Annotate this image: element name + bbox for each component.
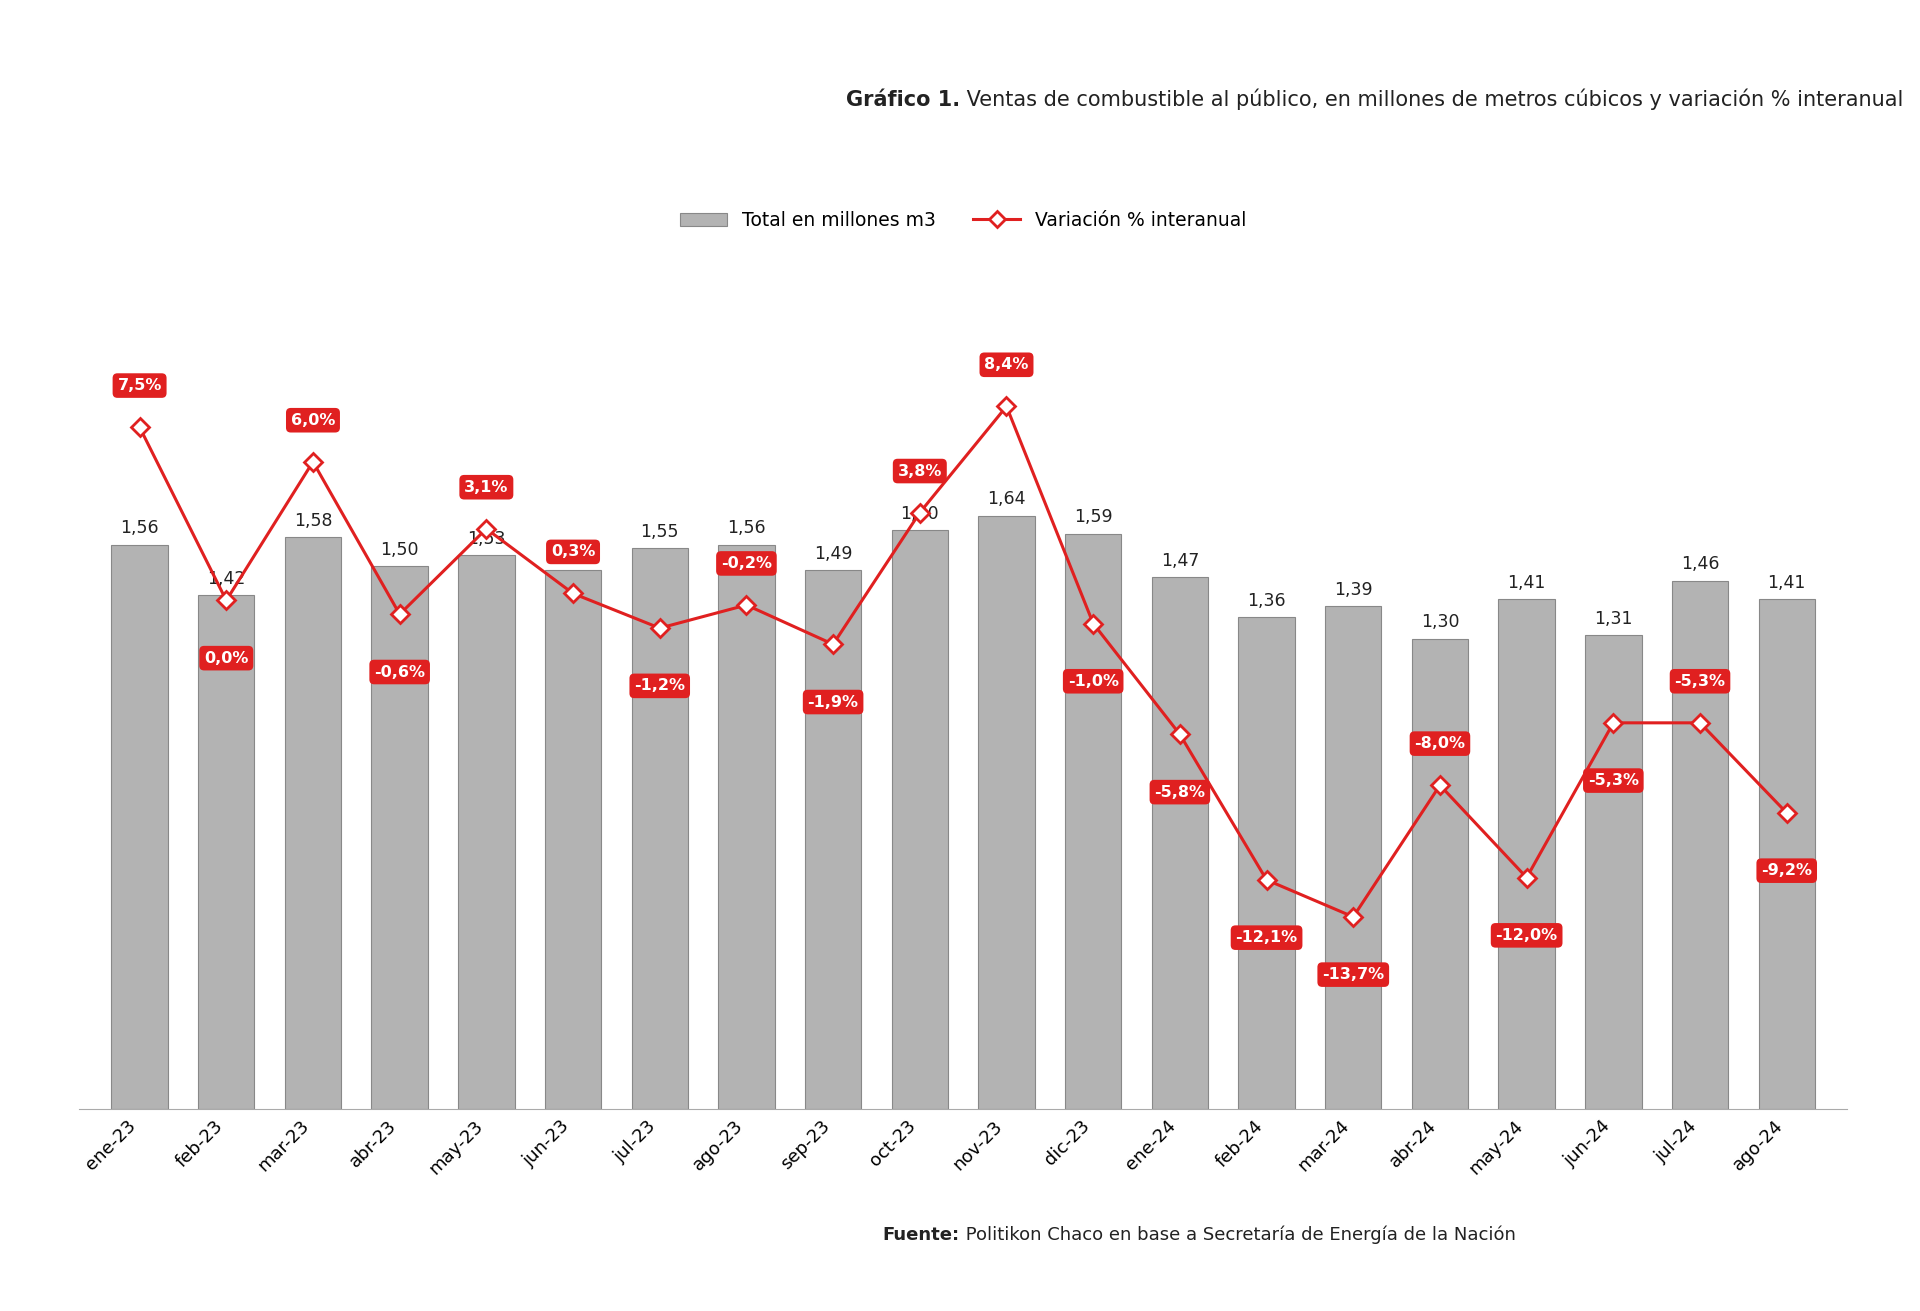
Bar [979, 515, 1035, 1109]
Text: 0,3%: 0,3% [551, 544, 595, 560]
Text: 1,49: 1,49 [814, 544, 852, 562]
Text: 1,58: 1,58 [294, 513, 332, 530]
Bar [1498, 599, 1555, 1109]
Text: -13,7%: -13,7% [1323, 968, 1384, 982]
Text: -5,8%: -5,8% [1154, 784, 1206, 800]
Bar [545, 570, 601, 1109]
Text: -12,1%: -12,1% [1235, 931, 1298, 945]
Text: 1,46: 1,46 [1680, 556, 1718, 573]
Text: 1,55: 1,55 [641, 523, 680, 541]
Text: 1,56: 1,56 [728, 519, 766, 538]
Text: 8,4%: 8,4% [985, 358, 1029, 372]
Text: -5,3%: -5,3% [1674, 674, 1726, 688]
Text: 1,30: 1,30 [1421, 614, 1459, 632]
Text: 3,8%: 3,8% [899, 464, 943, 479]
Bar [371, 566, 428, 1109]
Bar [718, 544, 774, 1109]
Text: -1,2%: -1,2% [634, 678, 685, 694]
Bar [1759, 599, 1814, 1109]
Text: 1,60: 1,60 [900, 505, 939, 523]
Text: 1,59: 1,59 [1073, 509, 1112, 527]
Bar [632, 548, 687, 1109]
Text: -12,0%: -12,0% [1496, 928, 1557, 943]
Text: -1,9%: -1,9% [808, 695, 858, 709]
Text: 7,5%: 7,5% [117, 378, 161, 393]
Text: Politikon Chaco en base a Secretaría de Energía de la Nación: Politikon Chaco en base a Secretaría de … [960, 1226, 1517, 1244]
Text: -5,3%: -5,3% [1588, 773, 1640, 788]
Bar [1586, 635, 1642, 1109]
Text: -0,2%: -0,2% [720, 556, 772, 572]
Text: 1,53: 1,53 [467, 530, 505, 548]
Text: 1,41: 1,41 [1768, 574, 1807, 591]
Text: Gráfico 1.: Gráfico 1. [847, 89, 960, 110]
Legend: Total en millones m3, Variación % interanual: Total en millones m3, Variación % intera… [672, 203, 1254, 237]
Text: 0,0%: 0,0% [204, 650, 248, 666]
Text: 1,42: 1,42 [207, 570, 246, 587]
Text: 6,0%: 6,0% [290, 413, 336, 427]
Bar [1238, 617, 1294, 1109]
Bar [284, 538, 342, 1109]
Text: 1,56: 1,56 [121, 519, 159, 538]
Text: 1,36: 1,36 [1248, 591, 1286, 610]
Bar [804, 570, 862, 1109]
Bar [1152, 577, 1208, 1109]
Text: Fuente:: Fuente: [883, 1226, 960, 1244]
Bar [111, 544, 167, 1109]
Text: 1,47: 1,47 [1162, 552, 1200, 570]
Bar [1066, 534, 1121, 1109]
Bar [459, 556, 515, 1109]
Text: Ventas de combustible al público, en millones de metros cúbicos y variación % in: Ventas de combustible al público, en mil… [960, 89, 1903, 110]
Text: 1,64: 1,64 [987, 490, 1025, 509]
Bar [1672, 581, 1728, 1109]
Text: 1,31: 1,31 [1594, 610, 1632, 628]
Text: -0,6%: -0,6% [374, 665, 424, 679]
Bar [198, 595, 255, 1109]
Text: 1,39: 1,39 [1334, 581, 1373, 599]
Text: 1,41: 1,41 [1507, 574, 1546, 591]
Text: 3,1%: 3,1% [465, 480, 509, 494]
Text: -9,2%: -9,2% [1761, 863, 1812, 878]
Bar [1325, 606, 1380, 1109]
Text: 1,50: 1,50 [380, 541, 419, 558]
Bar [891, 530, 948, 1109]
Text: 1,49: 1,49 [553, 544, 591, 562]
Bar [1411, 638, 1469, 1109]
Text: -8,0%: -8,0% [1415, 735, 1465, 751]
Text: -1,0%: -1,0% [1068, 674, 1119, 688]
